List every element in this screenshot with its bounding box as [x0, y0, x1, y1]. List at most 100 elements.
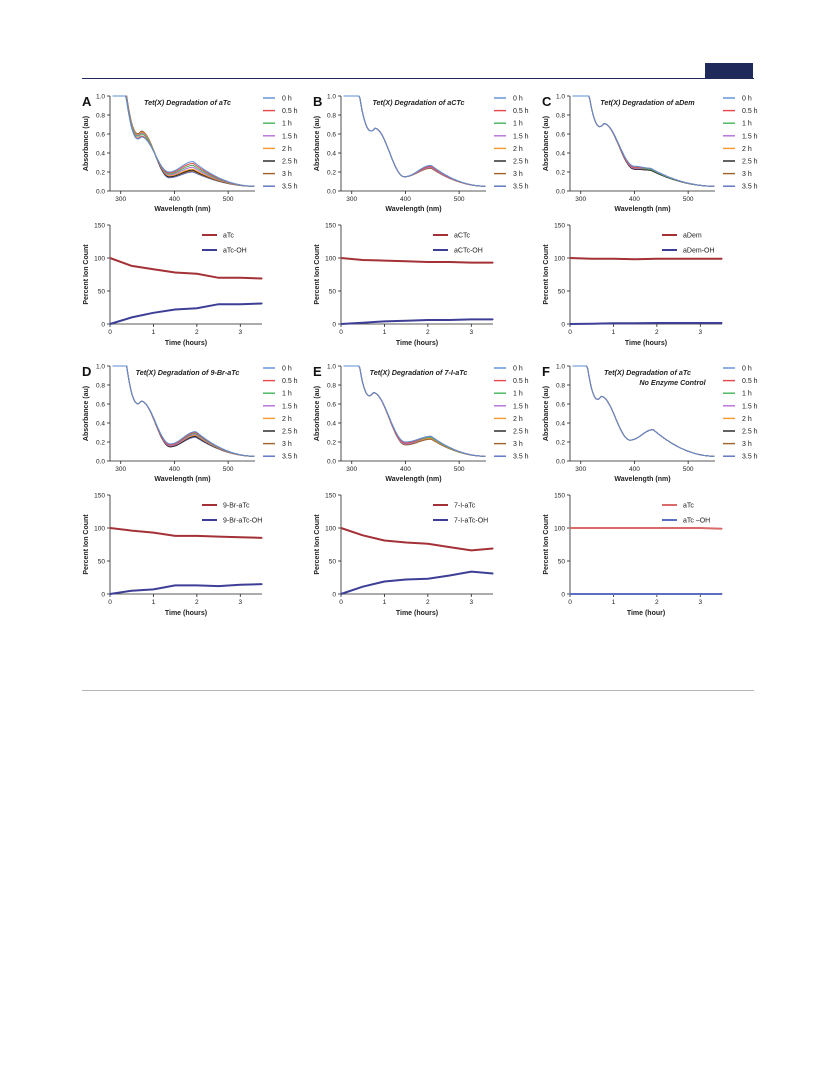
- x-tick-label: 1: [152, 599, 156, 606]
- x-axis-label: Time (hour): [627, 610, 665, 617]
- y-axis-label: Absorbance (au): [314, 386, 321, 441]
- x-tick-label: 2: [426, 599, 430, 606]
- series-line: [109, 583, 263, 595]
- spectrum-plot-3: 0.0 0.2 0.4 0.6 0.8 1.0 300 400 500 Wavelength (n…: [83, 363, 298, 483]
- legend-label: 0.5 h: [282, 378, 298, 385]
- spectrum-title: Tet(X) Degradation of 7-I-aTc: [370, 368, 468, 377]
- data-point: [174, 535, 176, 537]
- data-point: [492, 547, 494, 550]
- spectrum-line: [112, 365, 255, 457]
- legend-label: 1.5 h: [742, 133, 758, 140]
- panel-letter: B: [313, 94, 322, 109]
- data-point: [470, 549, 472, 552]
- data-point: [383, 320, 385, 322]
- spectrum-line: [112, 365, 255, 457]
- data-point: [405, 320, 407, 322]
- spectrum-line: [343, 365, 486, 457]
- data-point: [427, 319, 429, 321]
- legend-label: 3.5 h: [282, 454, 298, 461]
- data-point: [569, 257, 571, 259]
- series-line: [340, 527, 494, 552]
- y-tick-label: 0.8: [556, 382, 565, 389]
- y-tick-label: 0.2: [96, 169, 105, 176]
- data-point: [174, 271, 176, 274]
- legend-label: 2 h: [513, 146, 523, 153]
- y-tick-label: 0: [332, 321, 336, 328]
- spectrum-line: [572, 365, 715, 457]
- y-tick-label: 150: [325, 222, 336, 229]
- series-line: [340, 318, 493, 325]
- spectrum-line: [572, 95, 715, 187]
- spectrum-line: [572, 95, 715, 187]
- y-tick-label: 0.6: [327, 131, 336, 138]
- data-point: [612, 258, 615, 260]
- legend-label: aTc-OH: [223, 248, 247, 255]
- x-tick-label: 300: [346, 196, 357, 203]
- y-tick-label: 50: [98, 558, 106, 565]
- data-point: [470, 318, 472, 320]
- data-point: [196, 273, 198, 275]
- legend-label: 0 h: [513, 366, 523, 373]
- data-point: [678, 322, 680, 324]
- y-tick-label: 0.8: [327, 112, 336, 119]
- legend-label: aDem-OH: [683, 248, 715, 255]
- y-tick-label: 100: [554, 255, 565, 262]
- data-point: [492, 572, 494, 575]
- legend-label: aCTc: [454, 233, 470, 240]
- data-point: [405, 541, 407, 544]
- series-line: [340, 570, 494, 595]
- y-tick-label: 0.4: [96, 420, 105, 427]
- legend-label: 2.5 h: [513, 159, 529, 166]
- legend-label: 3 h: [513, 441, 523, 448]
- data-point: [340, 323, 342, 325]
- data-point: [152, 588, 154, 591]
- legend-label: 1 h: [513, 121, 523, 128]
- data-point: [699, 593, 701, 595]
- series-line: [569, 322, 722, 325]
- legend-label: 2 h: [742, 416, 752, 423]
- data-point: [612, 527, 615, 529]
- legend-label: 2 h: [513, 416, 523, 423]
- data-point: [449, 546, 451, 548]
- spectrum-plot-0: 0.0 0.2 0.4 0.6 0.8 1.0 300 400 500 Wavelength (n…: [83, 93, 298, 213]
- spectrum-line: [343, 95, 486, 187]
- y-tick-label: 0.0: [96, 458, 105, 465]
- data-point: [131, 316, 133, 318]
- data-point: [569, 527, 571, 529]
- x-tick-label: 400: [169, 466, 180, 473]
- x-tick-label: 2: [655, 329, 659, 336]
- x-tick-label: 2: [195, 329, 199, 336]
- spectrum-line: [112, 95, 255, 187]
- legend-label: 0 h: [282, 96, 292, 103]
- x-tick-label: 3: [469, 599, 473, 606]
- y-tick-label: 0: [561, 591, 565, 598]
- x-tick-label: 3: [698, 329, 702, 336]
- legend-label: 0.5 h: [282, 108, 298, 115]
- x-tick-label: 0: [108, 329, 112, 336]
- x-tick-label: 300: [346, 466, 357, 473]
- y-tick-label: 50: [558, 288, 566, 295]
- spectrum-subtitle: No Enzyme Control: [639, 378, 706, 387]
- legend-label: 0.5 h: [742, 378, 758, 385]
- data-point: [449, 574, 451, 577]
- x-tick-label: 0: [568, 599, 572, 606]
- y-tick-label: 50: [98, 288, 106, 295]
- data-point: [591, 323, 593, 325]
- spectrum-line: [112, 365, 255, 457]
- y-axis-label: Percent Ion Count: [83, 514, 90, 575]
- legend-label: 0 h: [513, 96, 523, 103]
- data-point: [699, 322, 701, 324]
- y-tick-label: 150: [554, 222, 565, 229]
- x-axis-label: Time (hours): [625, 340, 667, 347]
- legend-label: 1.5 h: [282, 403, 298, 410]
- x-tick-label: 3: [238, 599, 242, 606]
- y-axis-label: Percent Ion Count: [314, 514, 321, 575]
- legend-label: aTc: [683, 503, 694, 510]
- spectrum-line: [572, 95, 715, 187]
- spectrum-line: [572, 95, 715, 187]
- legend-label: 3.5 h: [742, 454, 758, 461]
- legend-label: 0.5 h: [513, 108, 529, 115]
- legend-label: 2.5 h: [742, 159, 758, 166]
- y-tick-label: 0: [561, 321, 565, 328]
- data-point: [131, 530, 133, 532]
